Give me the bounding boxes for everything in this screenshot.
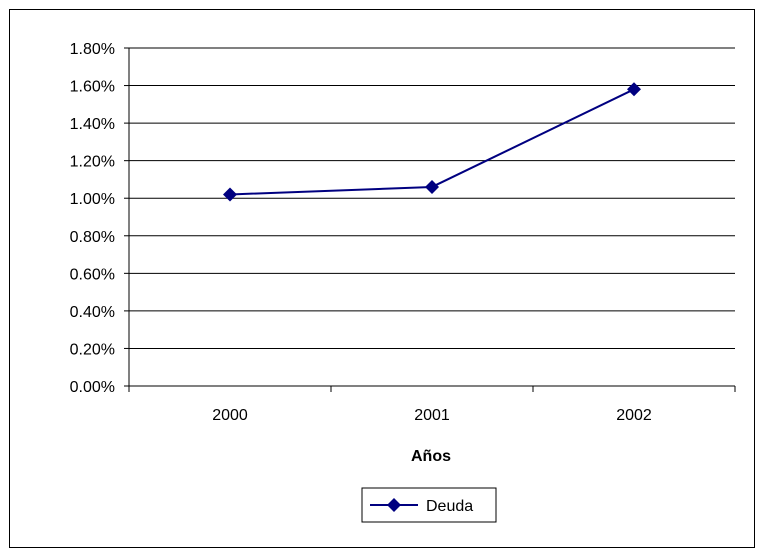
- x-tick-label: 2002: [616, 407, 652, 424]
- data-point: [425, 179, 439, 194]
- series-line-deuda: [229, 88, 635, 196]
- data-point: [223, 187, 237, 202]
- y-tick-label: 1.20%: [70, 154, 115, 171]
- y-tick-label: 0.40%: [70, 304, 115, 321]
- x-tick-label: 2000: [212, 407, 248, 424]
- y-tick-label: 1.80%: [70, 41, 115, 58]
- y-tick-label: 0.60%: [70, 266, 115, 283]
- series: [223, 82, 641, 202]
- x-tick-labels: 2000 2001 2002: [212, 407, 652, 424]
- y-tick-labels: 0.00% 0.20% 0.40% 0.60% 0.80% 1.00% 1.20% 1.40%…: [70, 41, 115, 396]
- axes: [124, 47, 736, 392]
- y-tick-label: 1.00%: [70, 191, 115, 208]
- legend-label-deuda: Deuda: [426, 498, 473, 515]
- legend-diamond-marker: [387, 498, 401, 512]
- chart-frame: [9, 9, 755, 548]
- legend: Deuda: [361, 487, 497, 523]
- x-axis-title: Años: [411, 448, 451, 465]
- y-tick-label: 0.80%: [70, 229, 115, 246]
- y-tick-label: 1.60%: [70, 79, 115, 96]
- y-tick-label: 0.20%: [70, 341, 115, 358]
- x-tick-label: 2001: [414, 407, 450, 424]
- data-point: [627, 82, 641, 97]
- y-tick-label: 1.40%: [70, 116, 115, 133]
- gridlines: [129, 47, 735, 349]
- y-tick-label: 0.00%: [70, 379, 115, 396]
